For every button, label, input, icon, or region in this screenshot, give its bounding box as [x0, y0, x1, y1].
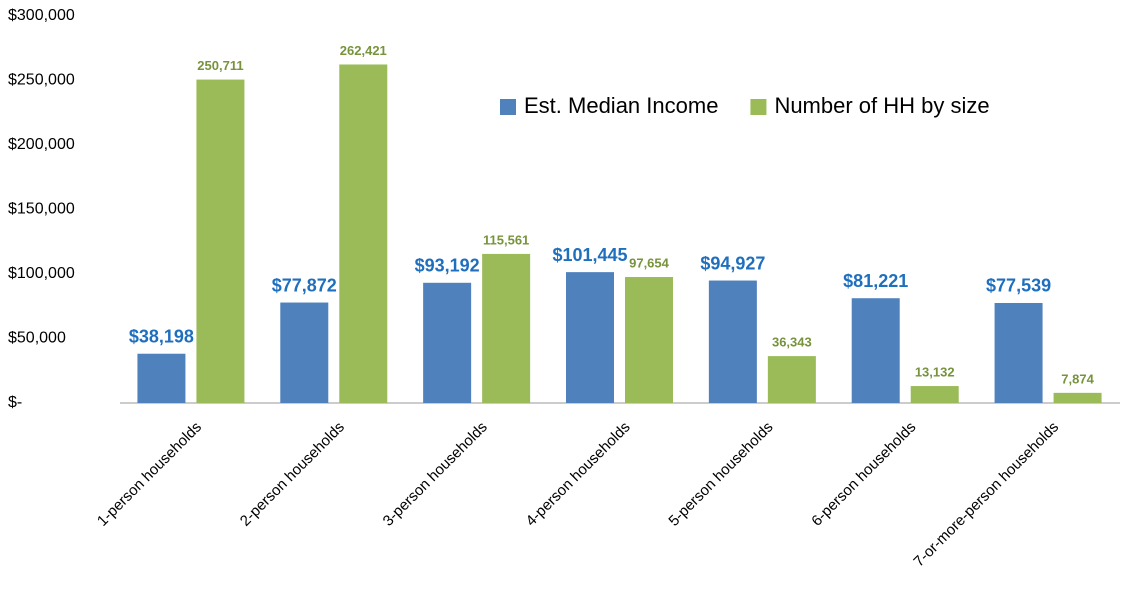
data-label: 250,711: [197, 58, 243, 73]
y-tick-label: $-: [8, 394, 22, 411]
data-label: $77,539: [986, 276, 1051, 296]
x-tick-label: 1-person households: [94, 419, 205, 530]
x-tick-label: 5-person households: [665, 419, 776, 530]
bar: [851, 298, 900, 403]
bar: [910, 386, 959, 403]
data-label: $38,198: [129, 326, 194, 346]
bar: [423, 282, 472, 403]
bar: [137, 353, 186, 403]
data-label: 262,421: [340, 43, 387, 58]
bar: [767, 356, 816, 403]
data-label: 97,654: [629, 255, 670, 270]
y-tick-label: $50,000: [8, 330, 66, 347]
data-label: 13,132: [915, 364, 955, 379]
bar: [339, 64, 388, 403]
data-label: $81,221: [843, 271, 908, 291]
bar: [280, 302, 329, 403]
x-tick-label: 4-person households: [523, 419, 634, 530]
data-label: $101,445: [552, 245, 627, 265]
bar: [994, 302, 1043, 403]
legend-swatch: [750, 99, 767, 115]
bar: [1053, 392, 1102, 403]
bar: [566, 272, 614, 403]
x-tick-label: 3-person households: [380, 419, 491, 530]
data-label: $93,192: [415, 256, 480, 276]
legend-label: Number of HH by size: [774, 93, 989, 118]
x-tick-label: 7-or-more-person households: [910, 419, 1062, 571]
x-tick-label: 2-person households: [237, 419, 348, 530]
x-tick-label: 6-person households: [808, 419, 919, 530]
y-tick-label: $200,000: [8, 136, 75, 153]
bar: [625, 277, 673, 403]
legend-label: Est. Median Income: [524, 93, 718, 118]
legend-swatch: [500, 99, 516, 115]
bar: [708, 280, 757, 403]
bar: [482, 253, 531, 403]
data-label: 36,343: [772, 335, 812, 350]
y-tick-label: $150,000: [8, 201, 75, 218]
bar: [196, 79, 245, 403]
y-tick-label: $300,000: [8, 7, 75, 24]
data-label: 115,561: [483, 232, 529, 247]
y-tick-label: $100,000: [8, 265, 75, 282]
y-tick-label: $250,000: [8, 72, 75, 89]
data-label: $77,872: [272, 275, 337, 295]
data-label: 7,874: [1061, 371, 1094, 386]
data-label: $94,927: [700, 253, 765, 273]
